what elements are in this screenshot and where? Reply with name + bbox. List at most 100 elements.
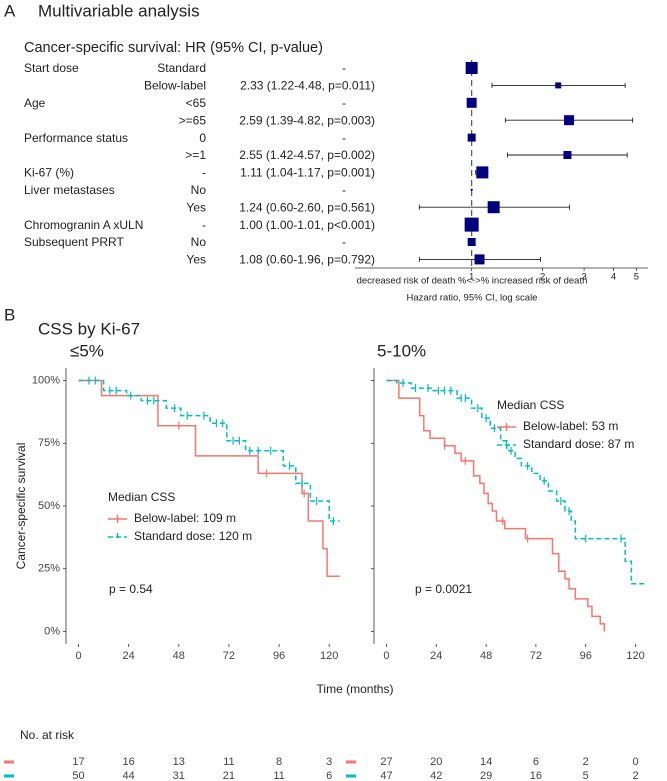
y-tick-label: 25% [38,563,60,575]
hr-marker [474,254,485,265]
forest-subtitle: Cancer-specific survival: HR (95% CI, p-… [24,40,323,56]
row-estimate: 1.24 (0.60-2.60, p=0.561) [239,200,375,214]
y-tick-label: 75% [38,437,60,449]
survival-curve [386,379,646,585]
hr-marker [564,115,575,126]
risk-count: 17 [72,756,84,768]
x-tick-label: 48 [480,650,492,662]
risk-count: 47 [380,770,392,781]
x-axis-label: Time (months) [317,682,394,696]
risk-count: 20 [430,756,442,768]
row-estimate: - [342,61,346,75]
row-level: <65 [186,96,207,110]
row-variable: Liver metastases [24,183,115,197]
row-level: No [191,235,207,249]
x-tick-label: 72 [223,650,235,662]
legend-swatch [108,533,127,541]
y-tick-label: 0% [44,625,60,637]
survival-curve [78,379,340,522]
risk-count: 5 [583,770,589,781]
x-tick-label: 48 [173,650,185,662]
risk-count: 3 [326,756,332,768]
row-estimate: 1.00 (1.00-1.01, p<0.001) [239,218,375,232]
hr-marker [487,201,500,214]
y-tick-label: 50% [38,500,60,512]
risk-count: 14 [480,756,492,768]
row-variable: Performance status [24,131,128,145]
risk-count: 6 [533,756,539,768]
risk-count: 16 [123,756,135,768]
legend-swatch [497,423,516,431]
hr-marker [466,97,477,108]
row-estimate: 2.33 (1.22-4.48, p=0.011) [240,79,375,93]
risk-count: 0 [632,756,638,768]
risk-table-title: No. at risk [20,728,75,742]
row-variable: Start dose [24,61,79,75]
y-axis-label: Cancer-specific survival [14,443,28,570]
row-level: No [191,183,207,197]
row-level: Yes [186,253,206,267]
legend-title: Median CSS [497,398,564,412]
row-level: - [202,218,206,232]
row-estimate: 2.55 (1.42-4.57, p=0.002) [239,148,375,162]
row-variable: Chromogranin A xULN [24,218,143,232]
row-level: - [202,166,206,180]
risk-count: 27 [380,756,392,768]
x-tick-label: 24 [123,650,135,662]
panel-title: 5-10% [377,341,426,360]
risk-count: 21 [223,770,235,781]
panel-title: ≤5% [70,341,104,360]
risk-count: 6 [326,770,332,781]
forest-annotation: decreased risk of death %<->% increased … [357,276,588,287]
row-estimate: - [342,235,346,249]
x-tick-label: 2 [540,272,545,283]
x-tick-label: 96 [580,650,592,662]
row-estimate: - [342,131,346,145]
forest-x-label: Hazard ratio, 95% CI, log scale [407,293,538,304]
risk-count: 2 [632,770,638,781]
risk-count: 29 [480,770,492,781]
row-level: Below-label [144,79,206,93]
row-estimate: 1.11 (1.04-1.17, p=0.001) [240,166,375,180]
risk-count: 44 [123,770,135,781]
x-tick-label: 5 [634,272,639,283]
hr-marker [476,166,489,179]
x-tick-label: 24 [430,650,442,662]
x-tick-label: 3 [581,272,586,283]
x-tick-label: 1 [469,272,474,283]
row-variable: Age [24,96,46,110]
x-tick-label: 72 [530,650,542,662]
hr-marker [465,62,478,74]
risk-count: 42 [430,770,442,781]
hr-marker [467,133,476,142]
y-tick-label: 100% [32,374,60,386]
legend-swatch [497,441,516,449]
risk-count: 2 [583,756,589,768]
legend-label: Standard dose: 120 m [134,529,252,543]
x-tick-label: 96 [273,650,285,662]
row-level: 0 [199,131,206,145]
legend-label: Below-label: 53 m [523,419,618,433]
row-estimate: - [342,183,346,197]
p-value: p = 0.0021 [415,582,472,596]
x-tick-label: 0 [383,650,389,662]
x-tick-label: 4 [611,272,616,283]
row-level: Yes [186,200,206,214]
hr-marker [563,151,572,159]
x-tick-label: 0 [75,650,81,662]
row-level: Standard [157,61,206,75]
risk-count: 11 [273,770,284,781]
legend-label: Standard dose: 87 m [523,437,634,451]
x-tick-label: 120 [626,650,644,662]
risk-count: 13 [173,756,185,768]
survival-curve [78,379,340,578]
risk-count: 50 [72,770,84,781]
row-variable: Ki-67 (%) [24,166,74,180]
x-tick-label: 120 [320,650,338,662]
legend-title: Median CSS [108,490,175,504]
hr-marker [555,82,562,89]
risk-count: 31 [173,770,185,781]
risk-count: 11 [223,756,234,768]
panel-label: A [4,1,16,20]
